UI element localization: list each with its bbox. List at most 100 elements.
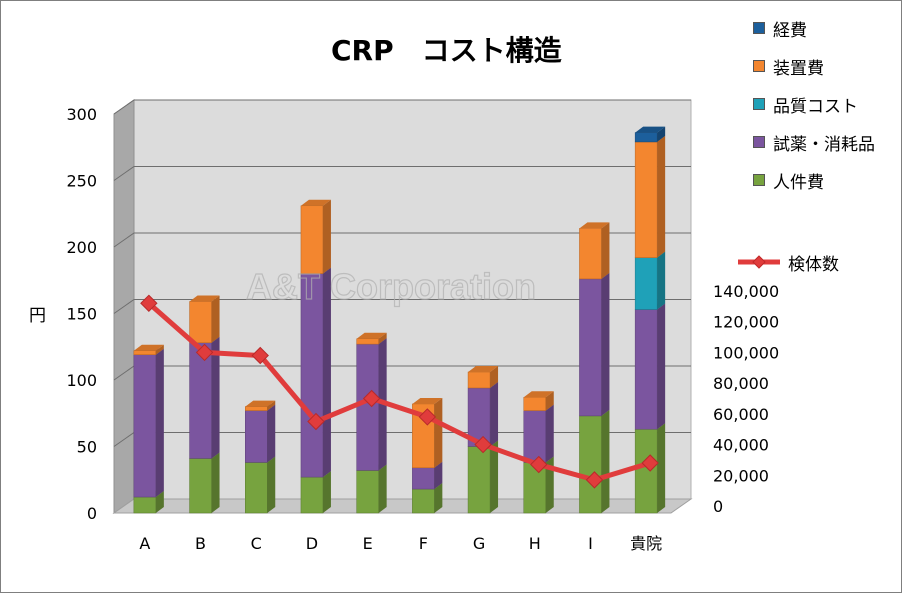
legend-item: 人件費 [753,169,824,193]
bar-segment [467,446,491,514]
legend-swatch [753,60,765,72]
y-axis-label: 円 [29,306,46,326]
y-tick-label: 100 [66,371,97,390]
y-tick-label: 200 [66,238,97,257]
line-point [641,454,659,472]
line-point [362,389,381,408]
x-tick-label: A [139,534,150,553]
y2-tick-label: 60,000 [713,405,769,424]
bar-stack [523,391,554,514]
y-tick-label: 50 [77,438,97,457]
bar-segment-side [267,456,276,513]
legend-label: 品質コスト [773,96,858,117]
bar-segment-side [545,404,554,463]
bar-stack [133,344,164,514]
legend-swatch [753,98,765,110]
bar-segment-side [378,464,387,513]
legend-item: 品質コスト [753,93,858,117]
line-point [140,294,158,312]
x-tick-label: B [195,534,206,553]
y-tick-label: 250 [66,172,97,191]
x-tick-label: E [363,534,373,553]
bar-segment-side [211,295,220,343]
bar-segment-side [490,366,499,388]
bar-segment-top [523,391,554,398]
gridline [113,99,691,115]
legend-label: 装置費 [773,58,824,79]
bar-segment-top [468,366,499,373]
watermark-text: A&T Corporation [246,266,536,307]
line-legend-marker [738,255,780,269]
bar-segment [634,309,658,430]
bar-segment [523,462,546,514]
bar-segment [634,141,658,258]
bar-segment [412,467,435,490]
y2-tick-label: 120,000 [713,313,779,332]
bar-segment-side [434,397,443,468]
bar-segment [356,470,379,514]
line-point [474,435,492,454]
y2-tick-label: 20,000 [713,466,769,485]
bar-segment [300,205,324,274]
bar-segment [245,406,268,411]
bar-stack [579,222,610,514]
bar-segment-side [211,452,220,513]
bar-segment-top [133,344,164,351]
line-point [418,408,437,426]
bar-segment-top [189,295,220,302]
bar-segment [189,458,212,514]
bar-segment-side [490,381,499,447]
line-point [251,346,269,365]
bar-segment-side [155,491,164,513]
bar-stack [300,199,331,514]
bar-segment-top [245,400,276,407]
y2-tick-label: 40,000 [713,436,769,455]
y2-tick-label: 140,000 [713,282,779,301]
bar-segment [189,301,212,344]
bar-segment-side [322,267,331,478]
bar-segment-side [267,404,276,463]
bar-segment-top [300,199,331,206]
bar-segment [579,278,602,417]
bar-segment-top [579,222,610,229]
bar-stack [356,332,387,514]
legend-item: 装置費 [753,55,824,79]
bar-stack [189,295,220,514]
bar-segment [300,476,324,514]
x-tick-label: G [473,534,485,553]
bar-segment-side [434,461,443,490]
y-tick-label: 150 [66,305,97,324]
bar-segment-side [657,303,666,430]
bar-segment [356,338,379,345]
bar-stack [467,366,499,514]
bar-segment-side [155,348,164,498]
y2-tick-label: 0 [713,497,723,516]
y-tick-label: 0 [87,504,97,523]
legend-swatch [753,174,765,186]
bar-segment [579,228,602,280]
legend-swatch [753,136,765,148]
bar-segment-side [601,222,610,279]
bar-segment-side [211,336,220,459]
bar-stack [634,126,666,514]
bar-segment-side [155,344,164,355]
bar-segment-side [601,272,610,416]
bar-segment-side [434,483,443,513]
gridline [113,166,691,181]
bar-segment-side [657,126,666,142]
bar-segment-side [378,332,387,345]
bar-segment [133,354,157,498]
gridline [113,299,691,314]
bar-segment [634,257,658,310]
line-legend-label: 検体数 [788,254,839,275]
bar-segment [412,488,435,514]
line-point [585,471,604,489]
bar-segment-side [545,391,554,411]
bar-segment-side [657,135,666,258]
bar-segment-side [657,251,666,310]
bar-segment [634,132,658,143]
bar-segment [523,397,546,411]
legend-item: 経費 [753,17,807,41]
